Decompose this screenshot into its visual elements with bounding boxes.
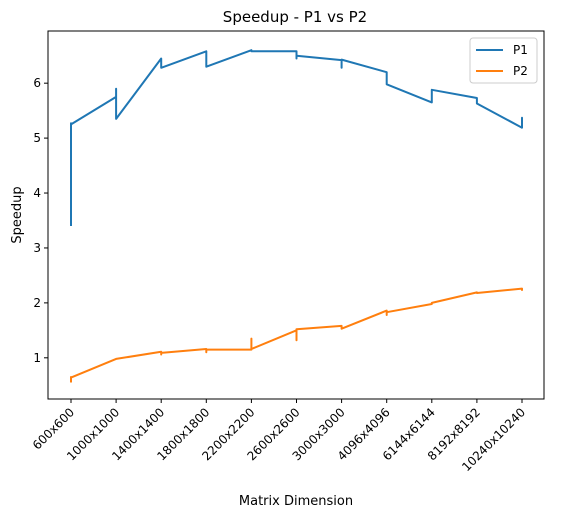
- y-axis: 1 2 3 4 5 6: [33, 76, 48, 365]
- x-axis: 600x6001000x10001400x14001800x18002200x2…: [30, 399, 528, 474]
- x-axis-label: Matrix Dimension: [239, 494, 353, 509]
- y-tick-label: 6: [33, 76, 41, 90]
- plot-area: [47, 30, 545, 400]
- series-lines: [70, 49, 523, 383]
- legend-label-p2: P2: [513, 64, 528, 78]
- chart-title: Speedup - P1 vs P2: [223, 8, 367, 26]
- legend-label-p1: P1: [513, 43, 528, 57]
- legend: P1 P2: [469, 37, 538, 84]
- y-tick-label: 4: [33, 186, 41, 200]
- series-line-p2: [70, 287, 523, 383]
- y-tick-label: 5: [33, 131, 41, 145]
- y-tick-label: 2: [33, 296, 41, 310]
- x-tick-label: 600x600: [30, 405, 77, 452]
- y-tick-label: 1: [33, 351, 41, 365]
- y-tick-label: 3: [33, 241, 41, 255]
- y-axis-label: Speedup: [10, 186, 25, 243]
- series-line-p1: [70, 49, 523, 226]
